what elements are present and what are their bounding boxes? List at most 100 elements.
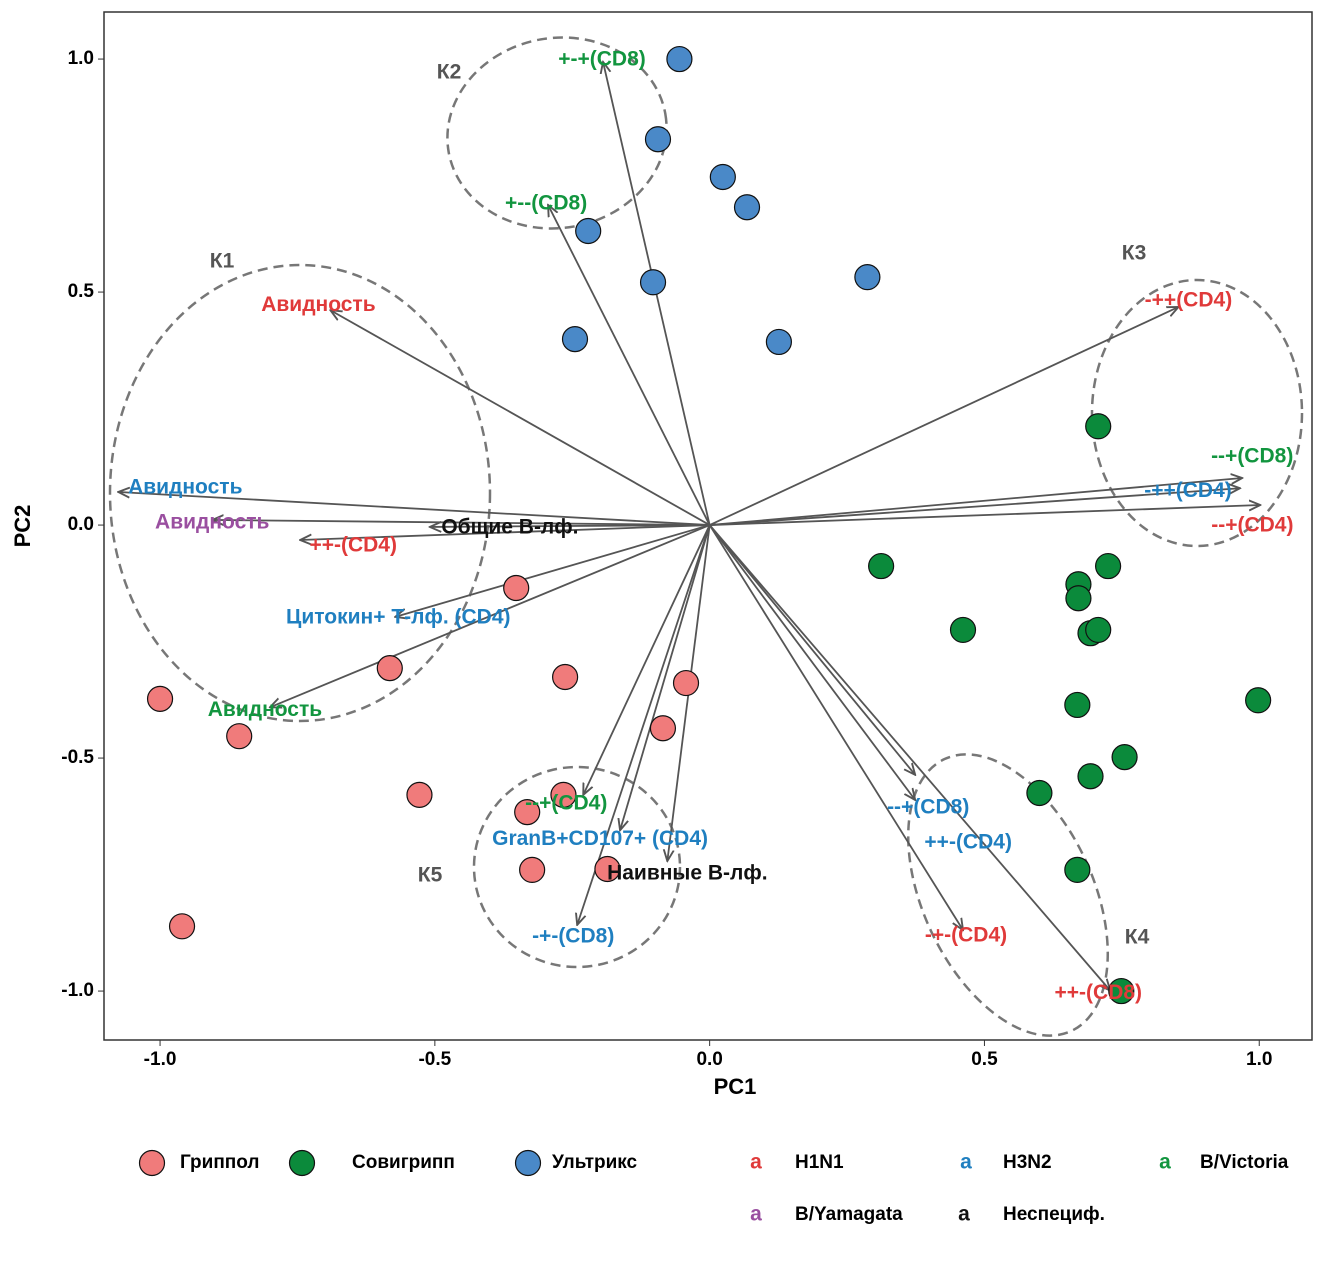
legend-key: a: [750, 1151, 762, 1174]
point: [1085, 616, 1112, 644]
loading-arrow: [300, 524, 710, 540]
point: [146, 685, 174, 712]
point: [1064, 856, 1091, 884]
legend-swatch: [514, 1149, 542, 1177]
cluster-label: К1: [210, 250, 235, 273]
point: [561, 326, 589, 353]
cluster-ellipse: [906, 753, 1110, 1037]
loading-arrow: [620, 524, 711, 830]
cluster-label: К3: [1122, 242, 1147, 265]
point: [376, 655, 403, 682]
loading-label: Цитокин+ Т-лф. (CD4): [286, 605, 511, 628]
y-tick-label: 0.0: [68, 514, 94, 535]
y-axis-title: PC2: [10, 505, 35, 548]
point: [1245, 687, 1272, 714]
point: [168, 913, 196, 940]
point: [1108, 977, 1135, 1005]
loading-label: -+-(CD8): [532, 924, 614, 947]
cluster-ellipse: [108, 263, 492, 723]
cluster-ellipse: [1090, 278, 1304, 548]
loading-arrow: [330, 310, 711, 526]
point: [639, 269, 667, 296]
point: [575, 217, 602, 245]
loading-label: --+(CD8): [1211, 445, 1293, 468]
loading-label: +--(CD8): [505, 191, 587, 214]
loading-label: Общие В-лф.: [441, 515, 578, 538]
loading-label: Наивные В-лф.: [607, 862, 768, 885]
cluster-label: К4: [1125, 926, 1150, 949]
point: [1064, 691, 1091, 719]
point: [644, 126, 672, 153]
loading-label: +-+(CD8): [558, 47, 646, 70]
point: [672, 669, 700, 697]
x-tick-label: 0.5: [971, 1049, 998, 1070]
loading-label: -+-(CD4): [925, 924, 1007, 947]
loading-arrow: [709, 478, 1243, 526]
loading-arrow: [118, 492, 710, 526]
loading-label: Авидность: [155, 510, 270, 533]
point: [1095, 552, 1122, 580]
loading-arrow: [212, 520, 710, 526]
point: [666, 45, 693, 73]
loading-label: Авидность: [208, 698, 323, 721]
loading-label: -++(CD4): [1144, 479, 1232, 502]
loading-label: Авидность: [128, 476, 243, 499]
point: [854, 264, 881, 291]
legend-key: a: [958, 1203, 970, 1226]
cluster-ellipse: [446, 36, 668, 230]
y-tick-label: 0.5: [68, 281, 95, 302]
point: [765, 328, 792, 356]
point: [1111, 744, 1138, 771]
y-tick-label: 1.0: [68, 48, 94, 69]
point: [868, 552, 895, 580]
loading-arrow: [709, 505, 1261, 526]
legend-key: a: [1159, 1151, 1171, 1174]
loading-arrow: [708, 524, 916, 775]
x-axis-title: PC1: [714, 1074, 757, 1099]
loading-arrow: [709, 488, 1240, 526]
legend-label: H1N1: [795, 1152, 844, 1173]
loading-arrow: [708, 524, 916, 800]
loading-arrow: [708, 524, 1111, 991]
point: [733, 194, 761, 221]
loading-label: -++(CD4): [1145, 289, 1233, 312]
point: [1065, 585, 1092, 612]
y-tick-label: -1.0: [61, 980, 94, 1001]
loading-arrow: [708, 524, 963, 930]
loading-label: --+(CD4): [1211, 514, 1293, 537]
cluster-label: К5: [418, 864, 443, 887]
loading-label: --+(CD4): [525, 791, 607, 814]
point: [552, 663, 579, 691]
cluster-ellipse: [472, 765, 682, 969]
loading-label: ++-(CD4): [309, 534, 397, 557]
legend-label: Ультрикс: [552, 1152, 638, 1173]
legend-key: a: [960, 1151, 972, 1174]
legend-label: B/Victoria: [1200, 1152, 1289, 1173]
point: [649, 715, 677, 742]
point: [1085, 413, 1112, 440]
point: [949, 616, 977, 644]
cluster-label: К2: [437, 61, 462, 84]
point: [1077, 763, 1104, 790]
x-tick-label: -1.0: [144, 1049, 177, 1070]
y-tick-label: -0.5: [61, 747, 94, 768]
loading-arrow: [270, 524, 710, 707]
loading-arrow: [709, 307, 1179, 526]
point: [503, 574, 530, 602]
legend-label: Совигрипп: [352, 1152, 455, 1173]
legend-label: H3N2: [1003, 1152, 1052, 1173]
loading-arrow: [395, 524, 710, 617]
legend-label: B/Yamagata: [795, 1204, 903, 1225]
x-tick-label: 0.0: [696, 1049, 722, 1070]
x-tick-label: -0.5: [418, 1049, 451, 1070]
loading-label: --+(CD8): [887, 795, 969, 818]
point: [550, 781, 577, 808]
loading-label: Авидность: [261, 293, 376, 316]
loading-label: ++-(CD8): [1055, 981, 1143, 1004]
legend-swatch: [288, 1149, 316, 1177]
x-tick-label: 1.0: [1246, 1049, 1272, 1070]
loading-arrow: [548, 205, 711, 526]
legend-key: a: [750, 1203, 762, 1226]
point: [514, 799, 541, 826]
